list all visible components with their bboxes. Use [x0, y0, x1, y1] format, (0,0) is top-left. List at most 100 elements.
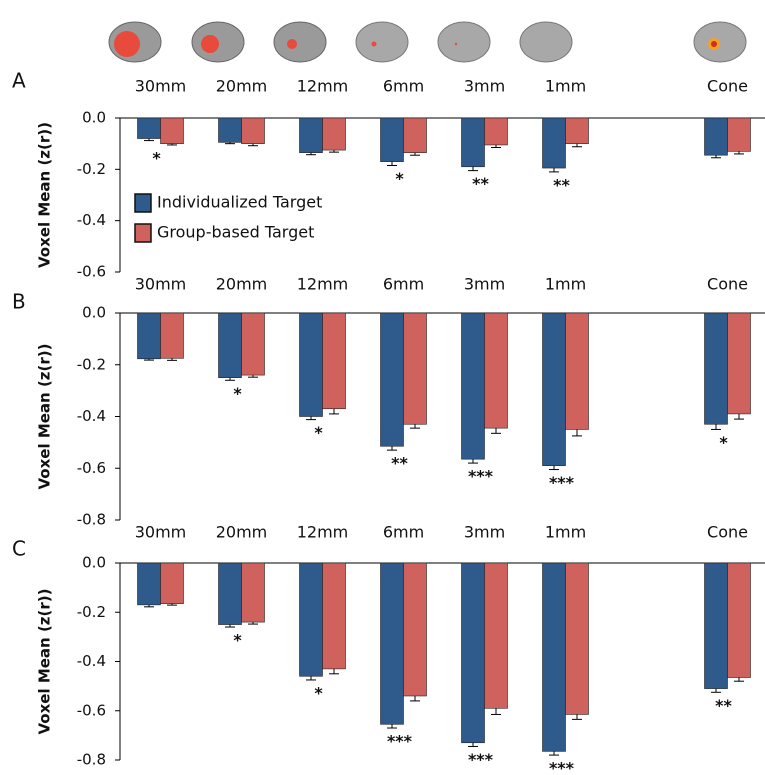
category-label: 12mm	[297, 523, 349, 542]
error-bar	[225, 625, 235, 627]
error-bar	[410, 153, 420, 156]
error-bar	[711, 155, 721, 158]
significance-label: **	[553, 175, 570, 194]
y-axis-label: Voxel Mean (z(r))	[36, 122, 54, 268]
y-tick-label: -0.8	[77, 511, 106, 529]
error-bar	[306, 417, 316, 420]
bar	[705, 118, 728, 155]
bar	[404, 118, 427, 153]
bar	[323, 563, 346, 669]
error-bar	[468, 743, 478, 747]
error-bar	[144, 139, 154, 141]
y-tick-label: 0.0	[82, 109, 106, 127]
bar	[543, 313, 566, 466]
brain-icons	[109, 22, 746, 62]
error-bar	[225, 378, 235, 381]
error-bar	[572, 144, 582, 147]
y-tick-label: 0.0	[82, 304, 106, 322]
y-tick-label: -0.4	[77, 652, 106, 670]
error-bar	[248, 375, 258, 377]
category-label: 3mm	[464, 523, 505, 542]
category-label: 6mm	[383, 523, 424, 542]
bar	[404, 563, 427, 696]
bar	[728, 563, 751, 678]
bar	[300, 313, 323, 417]
bar	[705, 563, 728, 689]
error-bar	[572, 714, 582, 719]
error-bar	[549, 168, 559, 172]
error-bar	[329, 669, 339, 674]
significance-label: *	[152, 148, 161, 167]
category-label: 6mm	[383, 275, 424, 294]
page: AVoxel Mean (z(r))0.0-0.2-0.4-0.630mm*20…	[0, 0, 765, 775]
significance-label: *	[233, 384, 242, 403]
bar	[381, 118, 404, 162]
bar	[462, 313, 485, 459]
significance-label: *	[719, 433, 728, 452]
bar	[485, 313, 508, 428]
category-label: 20mm	[216, 275, 268, 294]
category-label: Cone	[707, 523, 748, 542]
bar	[566, 313, 589, 429]
y-tick-label: -0.6	[77, 459, 106, 477]
significance-label: ***	[387, 731, 413, 750]
bar	[485, 563, 508, 708]
error-bar	[306, 153, 316, 155]
bar	[300, 563, 323, 676]
category-label: 1mm	[545, 77, 586, 96]
category-label: 30mm	[135, 523, 187, 542]
error-bar	[711, 424, 721, 429]
error-bar	[549, 751, 559, 755]
significance-label: **	[472, 174, 489, 193]
error-bar	[468, 167, 478, 171]
error-bar	[387, 162, 397, 166]
bar	[219, 563, 242, 625]
bar	[242, 118, 265, 144]
significance-label: ***	[468, 750, 494, 769]
category-label: 12mm	[297, 77, 349, 96]
panel-label: A	[12, 69, 26, 93]
bar	[219, 118, 242, 142]
bar	[728, 118, 751, 151]
bar	[242, 313, 265, 375]
category-label: 6mm	[383, 77, 424, 96]
error-bar	[711, 689, 721, 693]
category-label: 20mm	[216, 77, 268, 96]
y-axis-label: Voxel Mean (z(r))	[36, 589, 54, 735]
figure: AVoxel Mean (z(r))0.0-0.2-0.4-0.630mm*20…	[0, 0, 765, 775]
bar	[323, 118, 346, 150]
bar	[300, 118, 323, 153]
bar	[404, 313, 427, 424]
bar	[381, 313, 404, 446]
y-tick-label: -0.4	[77, 211, 106, 229]
significance-label: ***	[549, 473, 575, 492]
y-tick-label: -0.8	[77, 751, 106, 769]
category-label: 30mm	[135, 275, 187, 294]
bar	[462, 563, 485, 743]
legend-label: Individualized Target	[157, 193, 322, 212]
bar	[219, 313, 242, 378]
bar	[323, 313, 346, 409]
error-bar	[734, 414, 744, 419]
category-label: Cone	[707, 275, 748, 294]
significance-label: *	[314, 423, 323, 442]
category-label: 30mm	[135, 77, 187, 96]
error-bar	[410, 424, 420, 428]
error-bar	[734, 678, 744, 682]
error-bar	[491, 145, 501, 148]
bar	[381, 563, 404, 724]
error-bar	[248, 144, 258, 146]
panel-label: B	[12, 290, 26, 314]
category-label: 1mm	[545, 523, 586, 542]
significance-label: *	[233, 631, 242, 650]
error-bar	[329, 409, 339, 414]
significance-label: *	[395, 169, 404, 188]
legend-swatch	[135, 224, 151, 242]
bar	[161, 118, 184, 144]
error-bar	[734, 151, 744, 154]
category-label: 12mm	[297, 275, 349, 294]
significance-label: ***	[468, 467, 494, 486]
category-label: 1mm	[545, 275, 586, 294]
bar	[138, 313, 161, 359]
error-bar	[491, 428, 501, 433]
